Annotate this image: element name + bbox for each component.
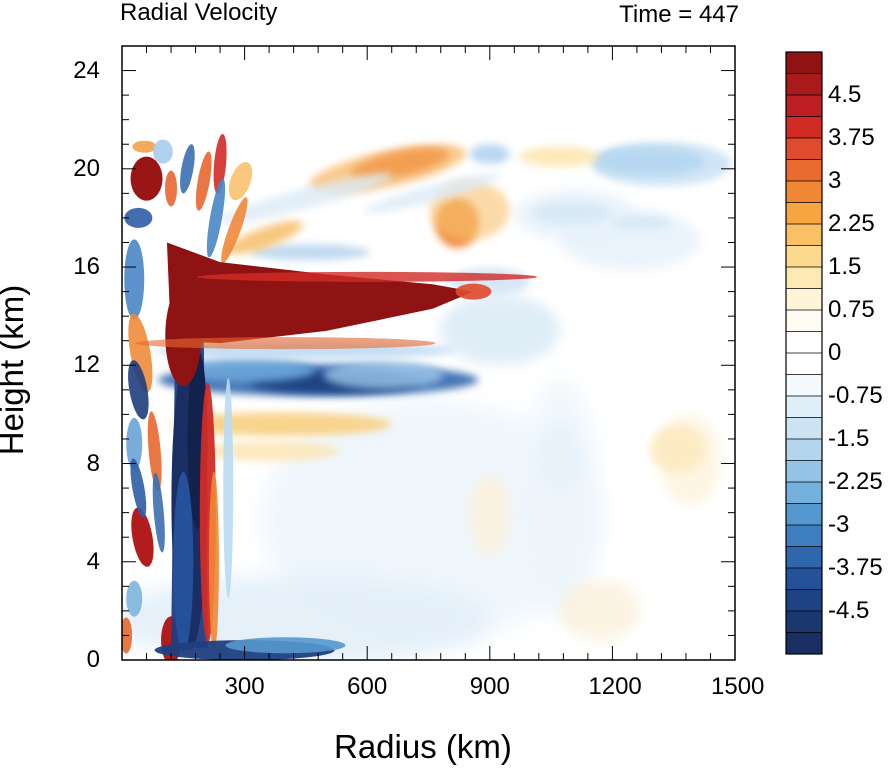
colorbar-swatch: [786, 138, 822, 160]
colorbar-swatch: [786, 353, 822, 375]
colorbar-swatch: [786, 288, 822, 311]
colorbar-swatch: [786, 374, 822, 397]
x-tick-label: 300: [224, 673, 265, 700]
colorbar-tick-label: -0.75: [828, 382, 883, 409]
colorbar-swatch: [786, 525, 822, 547]
colorbar-swatch: [786, 159, 822, 182]
colorbar-tick-label: -2.25: [828, 468, 883, 495]
chart-subtitle: Time = 447: [619, 1, 739, 28]
colorbar-swatch: [786, 417, 822, 440]
colorbar-tick-label: -3: [828, 511, 850, 538]
y-tick-label: 4: [86, 547, 100, 575]
colorbar-swatch: [786, 632, 822, 655]
colorbar-swatch: [786, 181, 822, 203]
colorbar-swatch: [786, 267, 822, 289]
colorbar-swatch: [786, 460, 822, 483]
colorbar-tick-label: 3: [828, 167, 842, 194]
colorbar-tick-label: 1.5: [828, 253, 862, 280]
y-tick-label: 8: [86, 449, 100, 477]
colorbar-swatch: [786, 546, 822, 569]
colorbar-swatch: [786, 73, 822, 96]
colorbar-tick-label: -3.75: [828, 554, 883, 581]
y-axis-label: Height (km): [0, 284, 30, 456]
colorbar-swatch: [786, 503, 822, 526]
x-axis-label: Radius (km): [334, 728, 512, 765]
x-tick-label: 1500: [711, 673, 765, 700]
chart-title: Radial Velocity: [120, 0, 278, 26]
colorbar-swatch: [786, 202, 822, 225]
colorbar-swatch: [786, 396, 822, 418]
y-tick-label: 20: [73, 154, 100, 182]
colorbar-tick-label: -1.5: [828, 425, 870, 452]
colorbar-tick-label: 3.75: [828, 124, 875, 151]
colorbar-swatch: [786, 224, 822, 246]
y-tick-label: 24: [73, 56, 100, 84]
y-tick-label: 0: [86, 646, 100, 673]
colorbar-tick-label: 2.25: [828, 210, 875, 237]
colorbar-tick-label: 0: [828, 339, 842, 366]
colorbar-swatch: [786, 568, 822, 590]
colorbar-swatch: [786, 245, 822, 268]
colorbar-swatch: [786, 116, 822, 139]
colorbar-swatch: [786, 310, 822, 332]
y-tick-label: 16: [73, 253, 100, 281]
colorbar-swatch: [786, 95, 822, 117]
colorbar-swatch: [786, 52, 822, 74]
y-tick-label: 12: [73, 351, 100, 379]
x-tick-label: 1200: [588, 673, 642, 700]
colorbar-tick-label: 0.75: [828, 296, 875, 323]
colorbar-tick-label: -4.5: [828, 597, 870, 624]
x-tick-label: 600: [347, 673, 388, 700]
colorbar-swatch: [786, 439, 822, 461]
x-tick-label: 900: [469, 673, 510, 700]
colorbar-swatch: [786, 331, 822, 354]
colorbar: [785, 51, 823, 655]
colorbar-swatch: [786, 482, 822, 504]
colorbar-swatch: [786, 611, 822, 633]
colorbar-tick-label: 4.5: [828, 81, 862, 108]
colorbar-swatch: [786, 589, 822, 612]
